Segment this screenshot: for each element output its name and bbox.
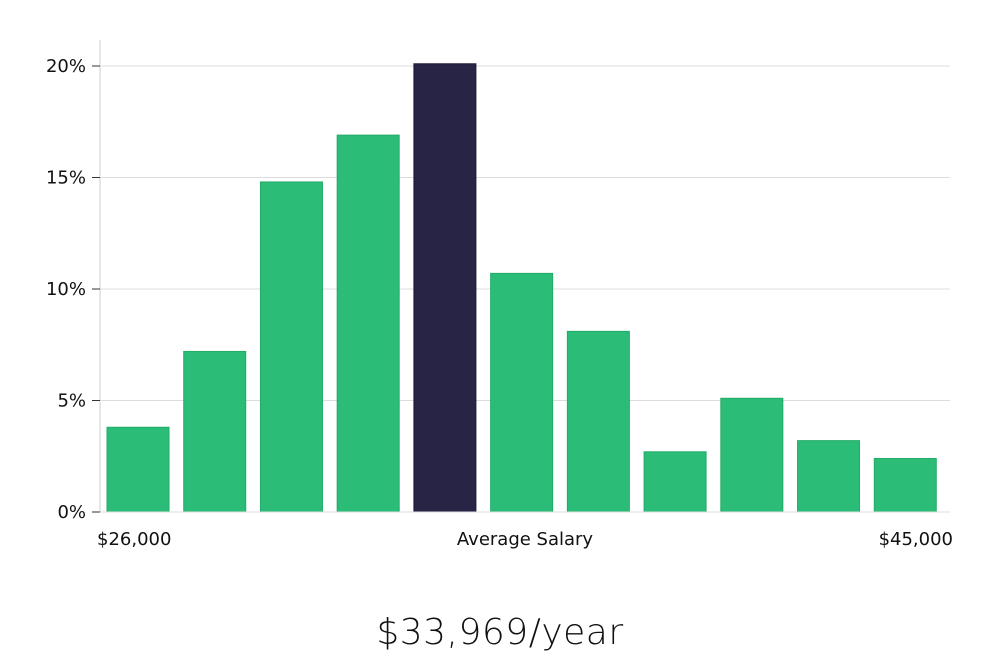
y-tick-label: 20% — [46, 56, 86, 77]
bar — [643, 451, 707, 513]
x-label-min: $26,000 — [97, 529, 172, 550]
bar — [336, 134, 400, 513]
bar — [183, 350, 247, 513]
bar — [259, 181, 323, 513]
bar — [720, 397, 784, 513]
histogram-svg: 0% 5% 10% 15% 20% — [46, 40, 950, 523]
salary-histogram: 0% 5% 10% 15% 20% $26,000 Average Salary $45… — [46, 40, 953, 550]
bar — [566, 330, 630, 513]
y-tick-label: 10% — [46, 279, 86, 300]
bar — [797, 440, 861, 513]
y-tick-label: 5% — [57, 391, 86, 412]
bar — [873, 457, 937, 513]
x-label-max: $45,000 — [878, 529, 953, 550]
average-salary-value: $33,969/year — [376, 612, 624, 653]
bar-average — [413, 63, 477, 513]
y-tick-label: 0% — [57, 502, 86, 523]
bar — [106, 426, 170, 513]
y-tick-label: 15% — [46, 168, 86, 189]
bar — [490, 272, 554, 513]
x-label-average: Average Salary — [456, 529, 594, 550]
